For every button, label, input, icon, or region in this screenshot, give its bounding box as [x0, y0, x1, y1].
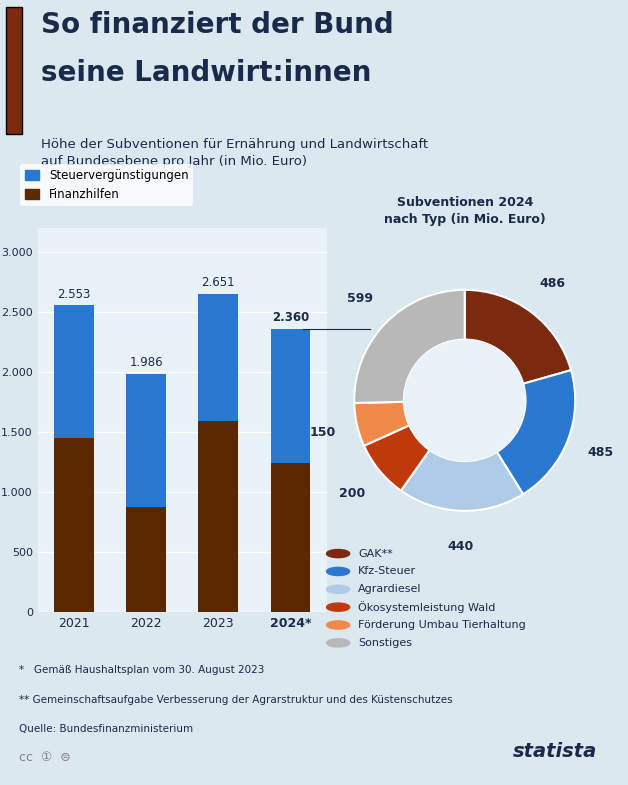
Text: ** Gemeinschaftsaufgabe Verbesserung der Agrarstruktur und des Küstenschutzes: ** Gemeinschaftsaufgabe Verbesserung der… [19, 695, 452, 705]
Circle shape [327, 586, 350, 593]
Wedge shape [354, 290, 465, 403]
Text: Höhe der Subventionen für Ernährung und Landwirtschaft
auf Bundesebene pro Jahr : Höhe der Subventionen für Ernährung und … [41, 138, 428, 168]
Text: statista: statista [513, 742, 597, 761]
Text: seine Landwirt:innen: seine Landwirt:innen [41, 60, 371, 87]
Text: cc  ①  ⊜: cc ① ⊜ [19, 750, 70, 764]
Circle shape [327, 603, 350, 612]
Text: Quelle: Bundesfinanzministerium: Quelle: Bundesfinanzministerium [19, 725, 193, 734]
Text: 1.986: 1.986 [129, 356, 163, 369]
Text: Förderung Umbau Tierhaltung: Förderung Umbau Tierhaltung [359, 620, 526, 630]
Text: 150: 150 [310, 426, 335, 439]
Text: 200: 200 [339, 487, 365, 500]
Bar [271, 329, 310, 463]
Text: 2.553: 2.553 [57, 287, 90, 301]
Wedge shape [354, 402, 409, 446]
Text: Sonstiges: Sonstiges [359, 638, 413, 648]
Text: 2.651: 2.651 [202, 276, 235, 289]
Text: 485: 485 [588, 447, 614, 459]
Wedge shape [401, 450, 523, 511]
Circle shape [327, 621, 350, 629]
Text: Ökosystemleistung Wald: Ökosystemleistung Wald [359, 601, 495, 613]
Bar [126, 374, 166, 507]
Bar [271, 463, 310, 612]
Bar [54, 305, 94, 438]
Legend: Steuervergünstigungen, Finanzhilfen: Steuervergünstigungen, Finanzhilfen [21, 164, 193, 206]
Circle shape [327, 550, 350, 557]
Circle shape [327, 568, 350, 575]
Circle shape [327, 639, 350, 647]
Bar [54, 438, 94, 612]
Text: 599: 599 [347, 292, 373, 305]
Title: Subventionen 2024
nach Typ (in Mio. Euro): Subventionen 2024 nach Typ (in Mio. Euro… [384, 196, 546, 226]
Bar [198, 422, 238, 612]
Text: So finanziert der Bund: So finanziert der Bund [41, 11, 394, 39]
Text: 2.360: 2.360 [272, 311, 309, 323]
Bar [126, 507, 166, 612]
Text: 440: 440 [447, 539, 474, 553]
FancyBboxPatch shape [6, 7, 22, 134]
Text: 486: 486 [539, 277, 566, 290]
Wedge shape [364, 425, 430, 491]
Bar [198, 294, 238, 422]
Wedge shape [497, 371, 575, 495]
Circle shape [404, 340, 526, 461]
Text: Kfz-Steuer: Kfz-Steuer [359, 567, 416, 576]
Text: Agrardiesel: Agrardiesel [359, 584, 422, 594]
Wedge shape [465, 290, 571, 384]
Text: *   Gemäß Haushaltsplan vom 30. August 2023: * Gemäß Haushaltsplan vom 30. August 202… [19, 665, 264, 675]
Text: GAK**: GAK** [359, 549, 393, 559]
